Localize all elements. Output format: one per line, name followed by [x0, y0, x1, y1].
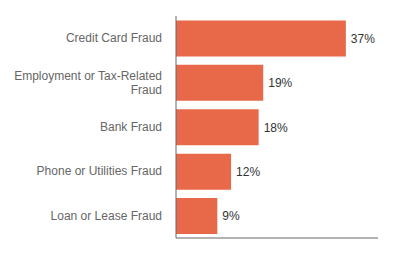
svg-text:Bank Fraud: Bank Fraud: [100, 120, 162, 134]
svg-text:Phone or Utilities Fraud: Phone or Utilities Fraud: [37, 164, 162, 178]
svg-text:Employment or Tax-RelatedFraud: Employment or Tax-RelatedFraud: [14, 69, 162, 97]
svg-text:37%: 37%: [351, 32, 375, 46]
svg-text:Credit Card Fraud: Credit Card Fraud: [66, 31, 162, 45]
svg-text:12%: 12%: [236, 165, 260, 179]
svg-text:18%: 18%: [264, 121, 288, 135]
svg-text:19%: 19%: [268, 76, 292, 90]
svg-text:9%: 9%: [222, 209, 240, 223]
svg-text:Loan or Lease Fraud: Loan or Lease Fraud: [51, 209, 162, 223]
